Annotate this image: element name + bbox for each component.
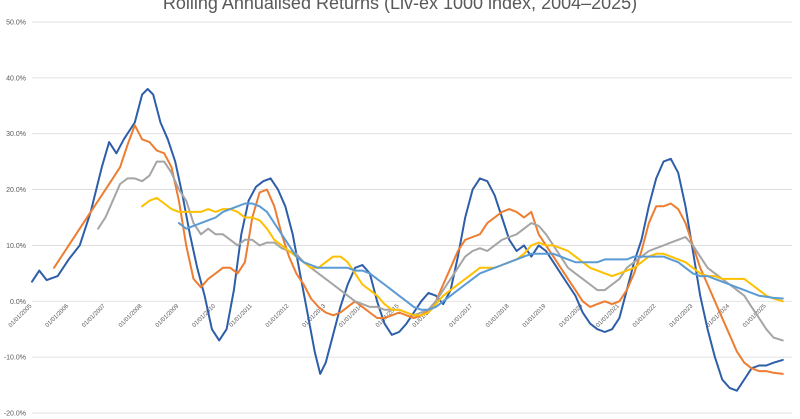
series-line-2 [53, 124, 784, 375]
x-tick-label: 01/01/2011 [229, 303, 255, 329]
x-tick-label: 01/01/2018 [485, 303, 511, 329]
x-tick-label: 01/01/2012 [265, 303, 291, 329]
series-line-3 [97, 160, 784, 342]
y-tick-label: 40.0% [6, 75, 26, 82]
y-axis-ticks: -20.0% -10.0% 0.0% 10.0% 20.0% 30.0% 40.0% 50.0… [4, 20, 26, 418]
x-tick-label: 01/01/2019 [522, 303, 548, 329]
x-tick-label: 01/01/2009 [155, 303, 181, 329]
y-tick-label: -20.0% [4, 411, 26, 418]
series-line-4 [141, 196, 784, 317]
y-tick-label: 10.0% [6, 243, 26, 250]
y-tick-label: 50.0% [6, 20, 26, 27]
gridlines [32, 21, 792, 414]
x-tick-label: 01/01/2022 [632, 303, 658, 329]
y-tick-label: 0.0% [10, 299, 26, 306]
x-tick-label: 01/01/2023 [669, 303, 695, 329]
x-tick-label: 01/01/2017 [449, 303, 475, 329]
x-tick-label: 01/01/2007 [81, 303, 107, 329]
x-tick-label: 01/01/2010 [192, 303, 218, 329]
y-tick-label: 20.0% [6, 187, 26, 194]
x-tick-label: 01/01/2006 [45, 303, 71, 329]
series-line-5 [177, 202, 784, 311]
x-tick-label: 01/01/2021 [595, 303, 621, 329]
series-lines [31, 88, 784, 392]
x-tick-label: 01/01/2014 [338, 303, 364, 329]
y-tick-label: 30.0% [6, 131, 26, 138]
x-tick-label: 01/01/2005 [8, 303, 34, 329]
series-line-1 [31, 88, 784, 392]
chart-title: Rolling Annualised Returns (Liv-ex 1000 … [163, 0, 637, 13]
x-tick-label: 01/01/2024 [706, 303, 732, 329]
x-tick-label: 01/01/2008 [118, 303, 144, 329]
y-tick-label: -10.0% [4, 355, 26, 362]
